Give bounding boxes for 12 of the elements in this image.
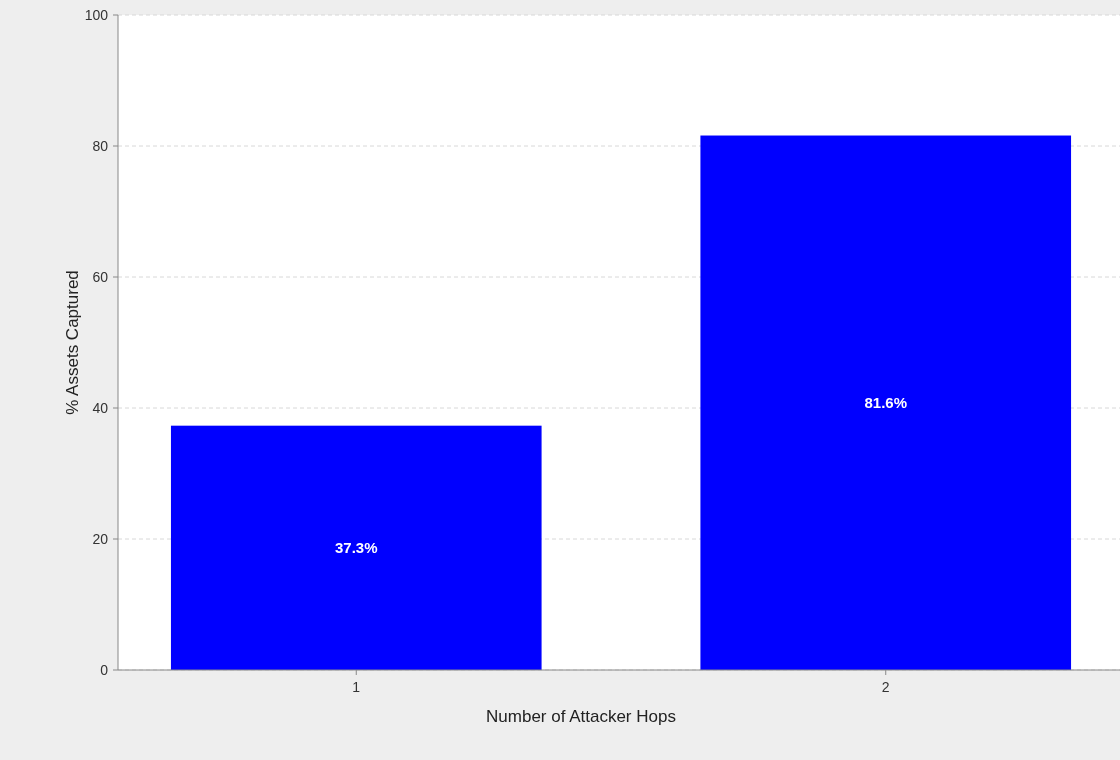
y-tick-label: 100 <box>84 7 109 23</box>
y-tick-label: 20 <box>92 531 109 547</box>
data-label: 81.6% <box>864 393 908 411</box>
x-tick-label: 1 <box>352 679 361 695</box>
y-tick-label: 0 <box>100 662 109 678</box>
y-axis-title: % Assets Captured <box>63 270 82 415</box>
x-axis-title: Number of Attacker Hops <box>486 707 676 726</box>
y-tick-label: 60 <box>92 269 109 285</box>
x-tick-label: 2 <box>881 679 890 695</box>
data-label: 37.3% <box>334 538 378 556</box>
y-tick-label: 80 <box>92 138 109 154</box>
y-tick-label: 40 <box>92 400 109 416</box>
